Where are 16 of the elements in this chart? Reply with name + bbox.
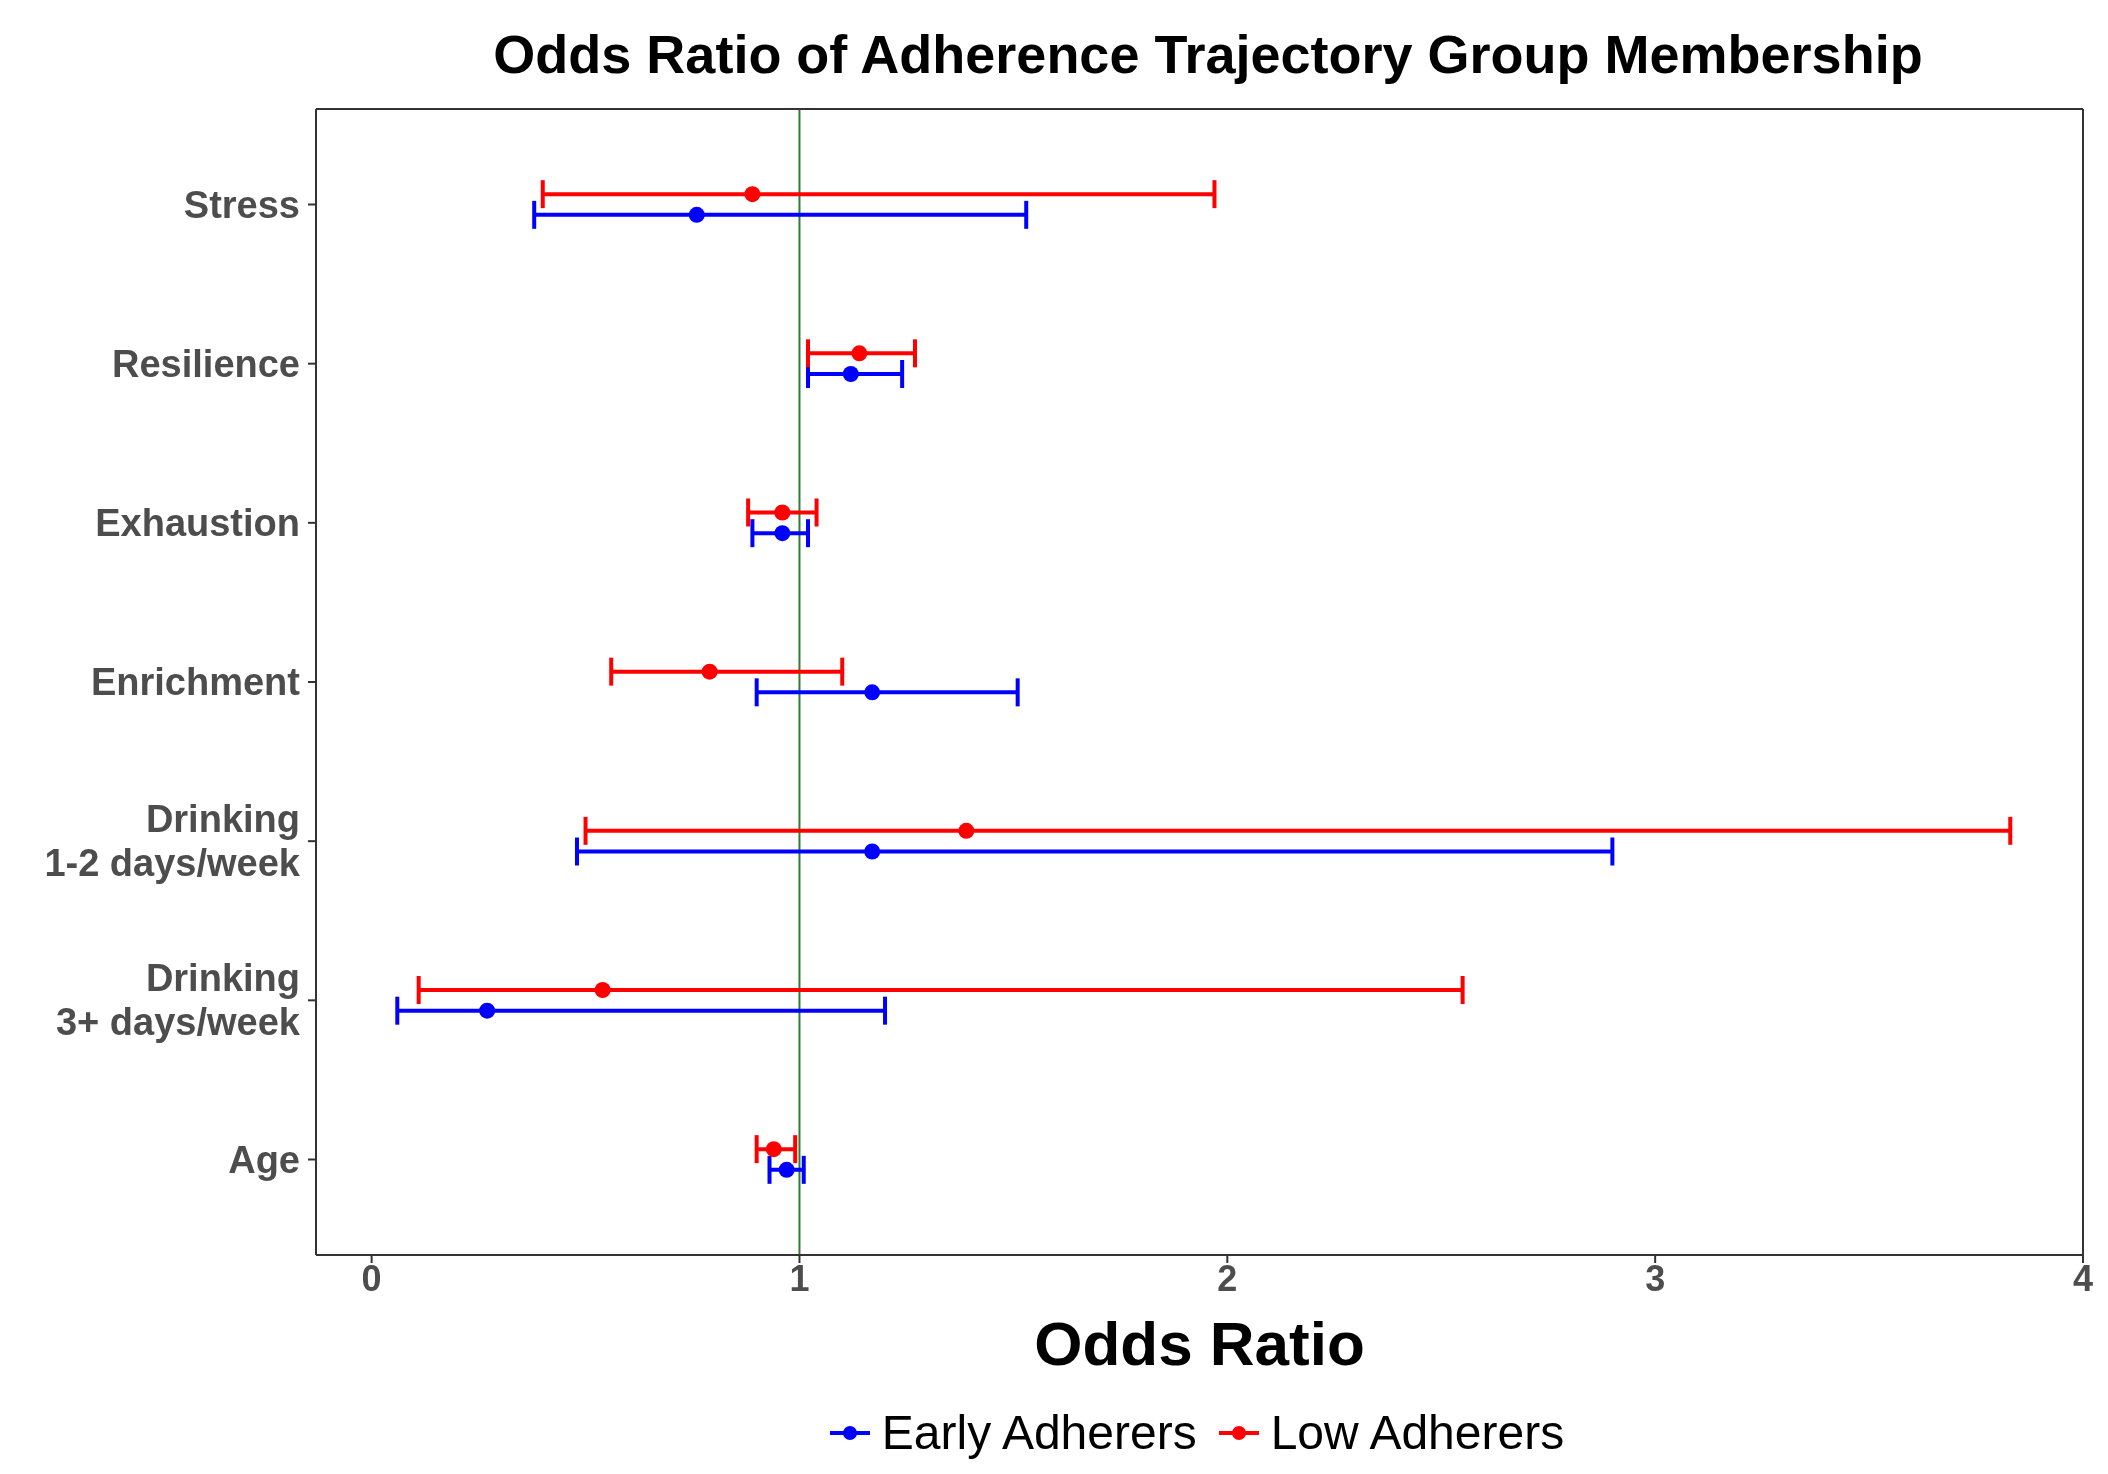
x-axis-title: Odds Ratio xyxy=(1034,1309,1365,1378)
x-tick-label: 2 xyxy=(1217,1257,1238,1299)
legend-label: Low Adherers xyxy=(1270,1405,1565,1460)
x-tick-label: 0 xyxy=(361,1257,382,1299)
x-tick-label: 3 xyxy=(1645,1257,1666,1299)
y-tick-label: Age xyxy=(228,1138,300,1181)
y-tick-label: Stress xyxy=(183,183,300,226)
x-tick-label: 4 xyxy=(2072,1257,2094,1299)
chart-title: Odds Ratio of Adherence Trajectory Group Membership xyxy=(492,23,1924,86)
y-tick-label: Drinking 3+ days/week xyxy=(55,957,301,1044)
x-tick-label: 1 xyxy=(789,1257,810,1299)
y-tick-label: Drinking 1-2 days/week xyxy=(44,798,301,885)
y-tick-label: Resilience xyxy=(112,342,300,385)
y-tick-label: Exhaustion xyxy=(95,501,300,544)
y-tick-label: Enrichment xyxy=(90,661,301,703)
legend-label: Early Adherers xyxy=(881,1405,1197,1460)
